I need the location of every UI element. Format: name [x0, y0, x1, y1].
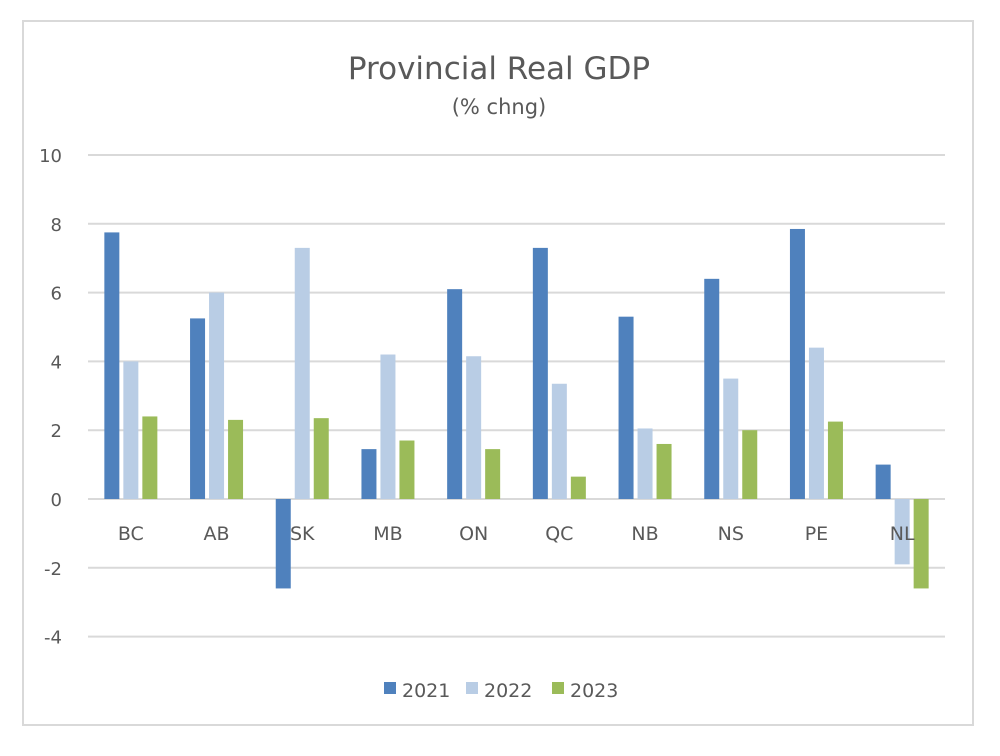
bar-QC-2021 — [532, 247, 548, 499]
y-tick-label: 8 — [51, 215, 62, 236]
y-tick-label: 2 — [51, 421, 62, 442]
bar-ON-2023 — [485, 449, 501, 499]
y-tick-label: -4 — [44, 628, 62, 649]
bar-MB-2021 — [361, 449, 377, 499]
bar-SK-2022 — [294, 247, 310, 499]
bar-PE-2023 — [827, 421, 843, 499]
chart-subtitle: (% chng) — [452, 95, 547, 119]
y-tick-label: 6 — [51, 284, 62, 305]
bar-NL-2022 — [894, 499, 910, 565]
x-tick-label: AB — [204, 523, 230, 545]
chart-title: Provincial Real GDP — [348, 51, 650, 87]
legend-label: 2021 — [402, 680, 450, 702]
bar-NB-2021 — [618, 316, 634, 499]
y-tick-label: 10 — [39, 146, 62, 167]
bar-SK-2023 — [313, 418, 329, 499]
legend-label: 2023 — [570, 680, 618, 702]
x-tick-label: MB — [373, 523, 402, 545]
bar-AB-2022 — [209, 292, 225, 499]
bar-QC-2022 — [551, 383, 567, 499]
x-tick-label: NS — [718, 523, 744, 545]
bar-NL-2021 — [875, 464, 891, 499]
y-tick-label: 0 — [51, 490, 62, 511]
legend-swatch-2022 — [466, 682, 478, 694]
bar-MB-2022 — [380, 354, 396, 499]
bar-MB-2023 — [399, 440, 415, 499]
bar-NB-2022 — [637, 428, 653, 499]
bar-BC-2023 — [142, 416, 158, 499]
y-tick-label: 4 — [51, 352, 62, 373]
x-tick-label: QC — [545, 523, 573, 545]
x-tick-label: NL — [890, 523, 915, 545]
legend-swatch-2023 — [552, 682, 564, 694]
bar-NB-2023 — [656, 443, 672, 499]
bar-AB-2021 — [190, 318, 206, 499]
legend-swatch-2021 — [384, 682, 396, 694]
bar-BC-2021 — [104, 232, 120, 499]
bar-NS-2022 — [723, 378, 739, 499]
y-tick-label: -2 — [44, 559, 62, 580]
x-tick-label: PE — [805, 523, 828, 545]
bar-NS-2023 — [742, 430, 758, 499]
bar-QC-2023 — [570, 476, 586, 499]
x-tick-label: BC — [118, 523, 144, 545]
bar-NL-2023 — [913, 499, 929, 589]
bar-ON-2022 — [466, 356, 482, 499]
x-tick-label: ON — [459, 523, 488, 545]
legend-label: 2022 — [484, 680, 532, 702]
x-tick-label: SK — [290, 523, 315, 545]
bar-SK-2021 — [275, 499, 291, 589]
x-tick-label: NB — [631, 523, 658, 545]
bar-AB-2023 — [228, 419, 244, 499]
bar-BC-2022 — [123, 361, 139, 499]
bar-ON-2021 — [447, 289, 463, 499]
bar-PE-2022 — [808, 347, 824, 499]
bar-NS-2021 — [704, 278, 720, 499]
bar-PE-2021 — [789, 228, 805, 499]
